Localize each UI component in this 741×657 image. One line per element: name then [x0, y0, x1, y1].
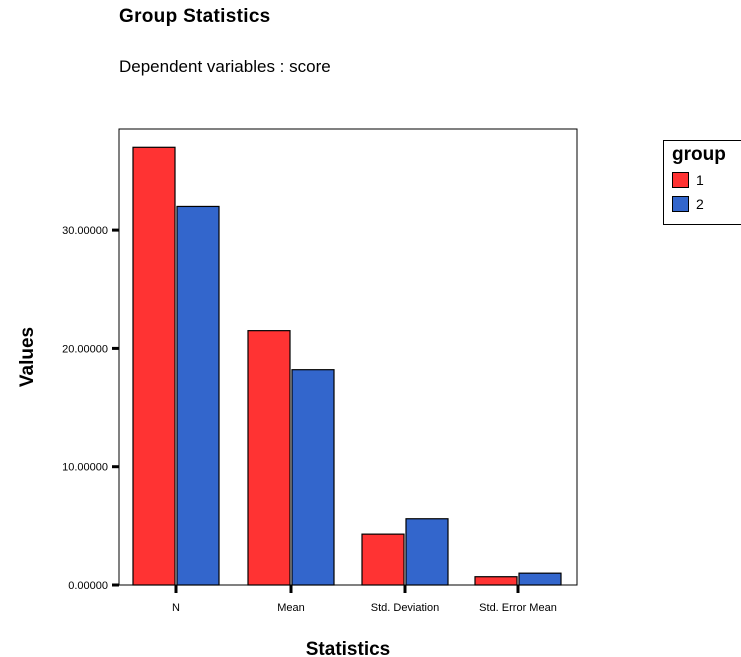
y-axis-title: Values — [17, 327, 38, 387]
y-tick-label-0: 0.00000 — [68, 580, 108, 592]
bar-std-deviation-group-2 — [405, 518, 449, 586]
y-tick-label-2: 20.00000 — [62, 343, 108, 355]
bar-mean-group-1 — [247, 330, 291, 586]
bar-mean-group-2 — [291, 369, 335, 586]
chart-subtitle: Dependent variables : score — [119, 57, 331, 76]
legend: group 1 2 — [663, 140, 741, 225]
bar-std-deviation-group-1 — [361, 533, 405, 586]
bar-std-error-mean-group-1 — [474, 576, 518, 586]
legend-label-group-1: 1 — [696, 172, 704, 188]
x-axis-title: Statistics — [306, 639, 390, 657]
x-tick-label-std-error-mean: Std. Error Mean — [479, 602, 557, 614]
bar-n-group-1 — [132, 146, 176, 586]
y-tick-label-1: 10.00000 — [62, 462, 108, 474]
y-tick-label-3: 30.00000 — [62, 225, 108, 237]
x-tick-label-std-deviation: Std. Deviation — [371, 602, 439, 614]
legend-swatch-group-1 — [672, 172, 689, 188]
x-tick-label-n: N — [172, 602, 180, 614]
legend-title: group — [672, 144, 726, 165]
legend-swatch-group-2 — [672, 196, 689, 212]
bar-std-error-mean-group-2 — [518, 572, 562, 586]
chart-title: Group Statistics — [119, 6, 271, 27]
bar-n-group-2 — [176, 205, 220, 586]
legend-label-group-2: 2 — [696, 196, 704, 212]
x-tick-label-mean: Mean — [277, 602, 305, 614]
